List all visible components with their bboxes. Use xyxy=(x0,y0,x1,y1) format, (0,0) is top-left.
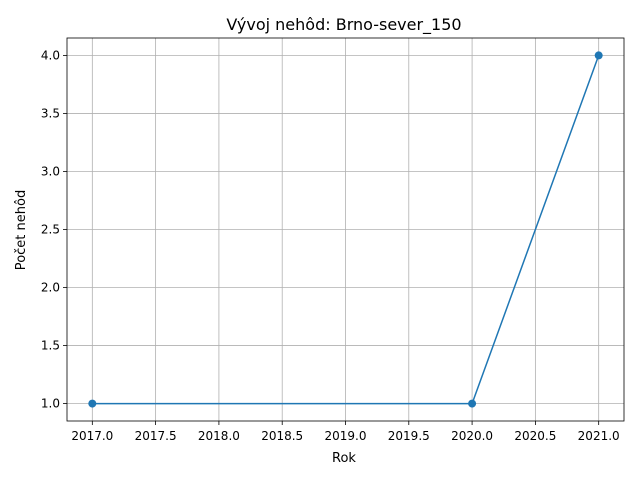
x-tick-label: 2019.0 xyxy=(325,429,367,443)
x-tick-label: 2020.0 xyxy=(451,429,493,443)
axis-ticks: 2017.0 2017.5 2018.0 2018.5 2019.0 2019.5 2020… xyxy=(41,48,620,443)
x-tick-label: 2020.5 xyxy=(514,429,556,443)
data-point xyxy=(88,399,97,408)
data-point xyxy=(468,399,477,408)
x-tick-label: 2018.0 xyxy=(198,429,240,443)
y-tick-label: 1.5 xyxy=(41,339,60,353)
y-tick-label: 2.5 xyxy=(41,223,60,237)
x-tick-label: 2017.0 xyxy=(71,429,113,443)
y-tick-label: 1.0 xyxy=(41,397,60,411)
y-tick-label: 2.0 xyxy=(41,281,60,295)
y-tick-label: 3.0 xyxy=(41,164,60,178)
y-tick-label: 4.0 xyxy=(41,48,60,62)
y-tick-label: 3.5 xyxy=(41,106,60,120)
chart-title: Vývoj nehôd: Brno-sever_150 xyxy=(226,15,461,35)
x-tick-label: 2021.0 xyxy=(578,429,620,443)
grid-lines xyxy=(67,38,624,421)
x-tick-label: 2017.5 xyxy=(135,429,177,443)
y-axis-label: Počet nehôd xyxy=(14,190,29,270)
plot-series xyxy=(88,51,603,408)
data-point xyxy=(594,51,603,60)
x-axis-label: Rok xyxy=(332,451,356,466)
x-tick-label: 2018.5 xyxy=(261,429,303,443)
x-tick-label: 2019.5 xyxy=(388,429,430,443)
